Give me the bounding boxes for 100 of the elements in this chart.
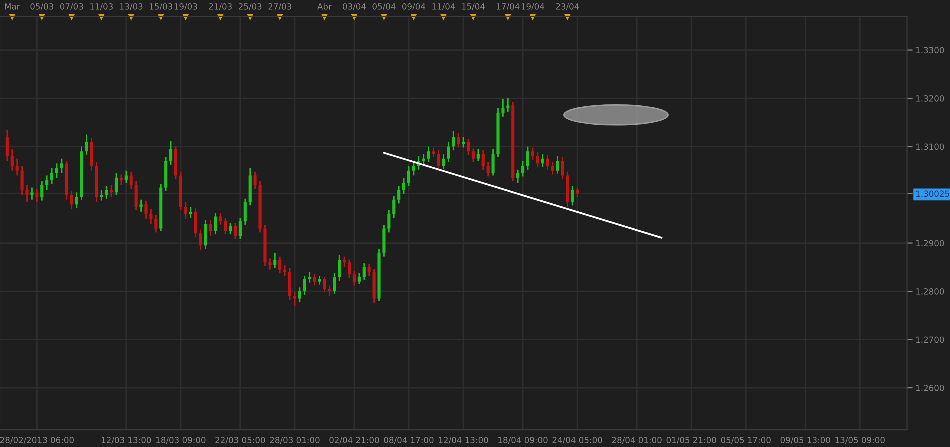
candlestick [333,272,336,295]
text: 15/04 [462,4,485,10]
candlestick [194,208,198,238]
candlestick [298,286,302,303]
candlestick [447,141,450,163]
candlestick [576,187,580,198]
candlestick [328,285,332,298]
candlestick [234,222,238,240]
candlestick [303,275,306,296]
candlestick [362,262,366,281]
candlestick [476,148,480,162]
candlestick [486,162,490,178]
candlestick [541,153,544,168]
candlestick [313,273,316,286]
candlestick [154,214,158,234]
candlestick [6,129,9,162]
text: 25/03 [238,4,262,10]
y-tick-label: 1.2600 [916,385,944,392]
text: Mar [5,4,20,10]
candlestick [85,134,88,156]
candlestick [140,199,143,213]
candlestick [432,147,436,158]
candlestick [50,168,54,186]
candlestick [492,148,495,176]
candlestick [412,160,416,176]
candlestick [422,153,426,166]
text: 17/04 [497,4,520,10]
candlestick [323,276,326,294]
candlestick [209,219,212,237]
x-tick-label: 18/03 09:00 [156,437,206,444]
candlestick [437,150,440,171]
text: 13/03 [120,4,143,10]
candlestick [407,165,411,188]
candlestick [214,212,218,236]
text: 07/03 [60,4,84,10]
candlestick [278,256,282,274]
candlestick [358,272,361,285]
candlestick [531,147,534,161]
candlestick [293,292,297,307]
candlestick [521,160,525,178]
candlestick [343,256,346,268]
candlestick [36,188,39,203]
text: 09/04 [402,4,426,10]
y-tick-label: 1.30025 [916,190,950,198]
candlestick [55,162,59,179]
candlestick [134,180,138,212]
x-tick-label: 02/04 21:00 [330,437,380,444]
candlestick [561,156,564,180]
candlestick [308,272,312,284]
candlestick [452,130,456,152]
text: 19/03 [174,4,198,10]
candlestick [110,184,114,198]
candlestick [16,158,19,176]
candlestick [30,187,34,201]
candlestick [551,162,554,176]
candlestick [75,192,78,210]
candlestick [105,186,108,200]
x-tick-label: 01/05 21:00 [666,437,716,444]
candlestick [40,180,44,202]
text: 11/04 [432,4,456,10]
candlestick [144,200,148,220]
text: 23/04 [556,4,580,10]
x-tick-label: 28/04 01:00 [612,437,662,444]
x-tick-label: 12/04 13:00 [439,437,488,444]
text: 11/03 [90,4,113,10]
y-tick-label: 1.3100 [916,144,944,150]
candlestick [100,190,104,202]
text: 27/03 [268,4,292,10]
candlestick [472,148,475,163]
candlestick [526,146,530,171]
y-tick-label: 1.2700 [916,336,944,344]
candlestick [150,208,153,225]
candlestick [516,169,520,184]
y-tick-label: 1.3300 [916,47,944,54]
candlestick [571,186,574,206]
candlestick [199,229,202,252]
candlestick [60,158,64,174]
text: 03/04 [343,4,366,10]
text: 15/03 [150,4,172,10]
x-tick-label: 13/05 09:00 [836,437,885,444]
x-tick-label: 28/03 01:00 [270,437,320,444]
candlestick [10,148,14,172]
candlestick [26,184,29,203]
candlestick [398,186,401,204]
text: 05/03 [30,4,54,10]
candlestick [368,264,371,277]
candlestick [114,172,118,196]
text: 05/04 [372,4,396,10]
candlestick [184,202,188,220]
candlestick [338,254,342,282]
candlestick [189,206,192,219]
y-tick-label: 1.2900 [916,240,944,247]
candlestick [556,156,560,174]
text: 21/03 [209,4,232,10]
candlestick [120,174,123,186]
x-tick-label: 08/04 17:00 [384,437,434,444]
text: 19/04 [522,4,544,10]
candlestick [536,152,540,168]
candlestick [204,219,208,250]
candlestick [170,140,173,166]
